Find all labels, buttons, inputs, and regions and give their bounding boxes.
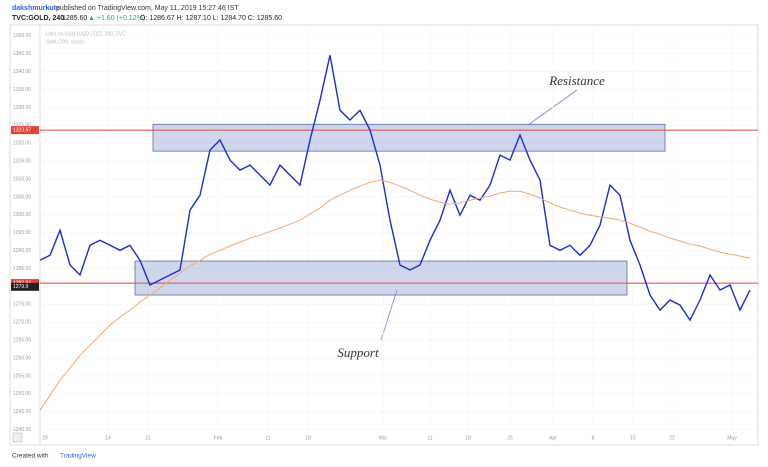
price-label: 1279.9 [13, 284, 29, 290]
x-tick-label: 11 [265, 435, 270, 441]
x-tick-label: 21 [145, 435, 151, 441]
footer-text: Created with [12, 453, 49, 460]
y-tick-label: 1295.00 [13, 230, 31, 236]
x-tick-label: 11 [427, 435, 432, 441]
ohlc: O: 1286.67 H: 1287.10 L: 1284.70 C: 1285… [140, 15, 282, 22]
x-tick-label: 15 [630, 435, 636, 441]
y-tick-label: 1245.00 [13, 409, 31, 415]
legend-entry: SMA (200, close) [46, 39, 84, 45]
sma-line [39, 179, 751, 411]
support-arrow [380, 289, 398, 341]
x-tick-label: 18 [465, 435, 471, 441]
x-tick-label: 14 [105, 435, 111, 441]
y-tick-label: 1330.00 [13, 105, 31, 111]
change: ▲ +1.60 (+0.12%) [88, 15, 145, 22]
y-tick-label: 1255.00 [13, 373, 31, 379]
x-tick-label: 29 [42, 435, 48, 441]
price-label-bg [11, 282, 39, 291]
price-line [39, 55, 751, 322]
y-tick-label: 1305.00 [13, 194, 31, 200]
last-price: 1285.60 [62, 15, 87, 22]
x-tick-label: Apr [549, 435, 557, 441]
y-tick-label: 1350.00 [13, 33, 31, 39]
x-tick-label: 18 [305, 435, 311, 441]
y-tick-label: 1320.00 [13, 141, 31, 147]
y-tick-label: 1290.00 [13, 248, 31, 254]
y-tick-label: 1260.00 [13, 355, 31, 361]
y-tick-label: 1340.00 [13, 69, 31, 75]
y-tick-label: 1275.00 [13, 302, 31, 308]
price-label-bg [11, 126, 39, 135]
y-tick-label: 1240.00 [13, 427, 31, 433]
x-tick-label: Mar [379, 435, 388, 441]
y-tick-label: 1335.00 [13, 87, 31, 93]
x-tick-label: Feb [214, 435, 223, 441]
footer-brand: TradingView [60, 453, 96, 460]
zone [152, 123, 666, 152]
publisher: dakshmurkute [12, 5, 60, 12]
x-tick-label: 25 [507, 435, 513, 441]
symbol: TVC:GOLD, 240 [12, 15, 64, 22]
zone-label: Support [337, 345, 379, 360]
zone-label: Resistance [548, 73, 605, 88]
y-tick-label: 1315.00 [13, 158, 31, 164]
y-tick-label: 1345.00 [13, 51, 31, 57]
y-tick-label: 1250.00 [13, 391, 31, 397]
scale-button[interactable] [12, 432, 23, 443]
legend-entry: Ultra on Gold (USD / OZ), 240, TVC [46, 31, 126, 37]
published: published on TradingView.com, May 11, 20… [56, 5, 239, 12]
x-tick-label: May [727, 435, 737, 441]
y-tick-label: 1270.00 [13, 320, 31, 326]
price-label: 1323.67 [13, 127, 31, 133]
y-tick-label: 1310.00 [13, 176, 31, 182]
y-tick-label: 1265.00 [13, 337, 31, 343]
x-tick-label: 22 [669, 435, 675, 441]
chart-frame [9, 24, 759, 446]
y-tick-label: 1300.00 [13, 212, 31, 218]
x-tick-label: 8 [592, 435, 595, 441]
y-tick-label: 1325.00 [13, 123, 31, 129]
zone [134, 260, 628, 296]
y-tick-label: 1285.00 [13, 266, 31, 272]
